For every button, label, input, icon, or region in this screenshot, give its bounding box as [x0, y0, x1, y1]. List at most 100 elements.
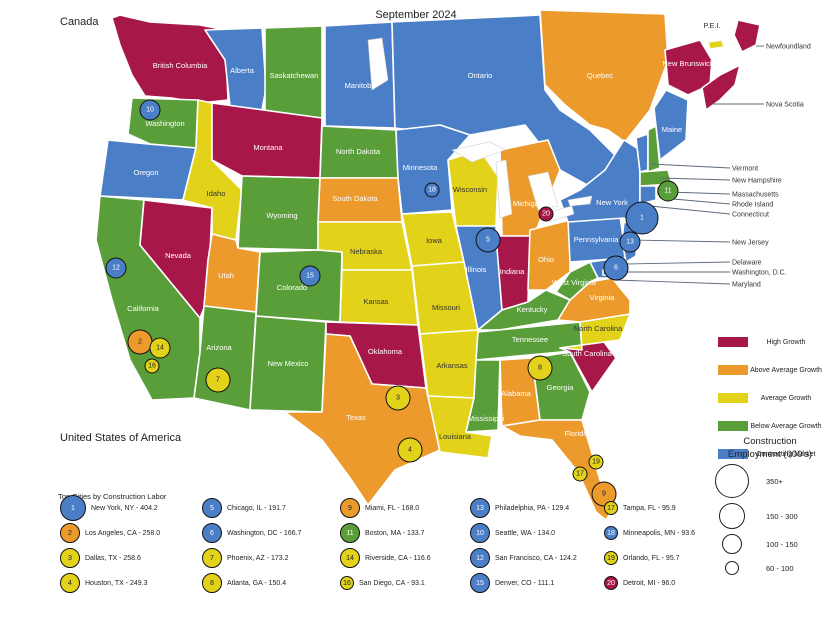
city-list-marker: 11: [340, 523, 360, 543]
city-list-item-8: 8 Atlanta, GA - 150.4: [202, 571, 286, 595]
city-list-label: Riverside, CA - 116.6: [365, 554, 431, 562]
city-marker-number: 6: [614, 265, 618, 272]
top-cities-title: Top Cities by Construction Labor: [58, 492, 167, 501]
region-label-utah: Utah: [218, 271, 234, 280]
label-canada: Canada: [60, 16, 99, 28]
region-label-south-dakota: South Dakota: [332, 194, 378, 203]
city-list-label: San Francisco, CA - 124.2: [495, 554, 577, 562]
region-label-saskatchewan: Saskatchewan: [270, 71, 319, 80]
city-marker-number: 10: [146, 107, 154, 114]
city-marker-number: 14: [156, 345, 164, 352]
map-title: September 2024: [375, 9, 457, 21]
size-legend-circle: [722, 534, 742, 554]
city-list-marker: 2: [60, 523, 80, 543]
city-list-marker: 9: [340, 498, 360, 518]
region-nova-scotia: [701, 64, 741, 111]
city-marker-7: [205, 367, 231, 393]
city-list-marker: 18: [604, 526, 618, 540]
size-legend: Construction Employment (000's) 350+ 150 …: [700, 435, 830, 579]
city-list-label: Houston, TX - 249.3: [85, 579, 148, 587]
city-marker-11: [657, 180, 679, 202]
size-legend-label: 60 - 100: [766, 563, 794, 573]
city-list-item-14: 14 Riverside, CA - 116.6: [340, 546, 431, 570]
city-marker-number: 18: [428, 187, 436, 194]
city-list-item-7: 7 Phoenix, AZ - 173.2: [202, 546, 288, 570]
legend-item-average: Average Growth: [718, 384, 828, 412]
region-label-west-virginia: West Virginia: [552, 278, 597, 287]
legend-item-below: Below Average Growth: [718, 412, 828, 440]
legend-item-high: High Growth: [718, 328, 828, 356]
city-list-marker: 10: [470, 523, 490, 543]
region-label-nevada: Nevada: [165, 251, 192, 260]
city-list-item-6: 6 Washington, DC - 166.7: [202, 521, 301, 545]
city-list-label: Seattle, WA - 134.0: [495, 529, 556, 537]
city-list-marker: 4: [60, 573, 80, 593]
city-marker-19: [588, 454, 604, 470]
city-marker-18: [424, 182, 440, 198]
region-label-colorado: Colorado: [277, 283, 307, 292]
city-list-label: Atlanta, GA - 150.4: [227, 579, 287, 587]
city-list-label: Los Angeles, CA - 258.0: [85, 529, 161, 537]
region-label-new-brunswick: New Brunswick: [662, 59, 714, 68]
region-label-florida: Florida: [565, 429, 589, 438]
legend-swatch: [718, 421, 748, 431]
city-marker-10: [139, 99, 161, 121]
region-florida: [501, 419, 613, 521]
city-list-marker: 12: [470, 548, 490, 568]
region-labels: British Columbia Alberta Saskatchewan Manit…: [127, 21, 721, 441]
city-list-marker: 15: [470, 573, 490, 593]
city-list-item-11: 11 Boston, MA - 133.7: [340, 521, 425, 545]
size-legend-circle: [719, 503, 745, 529]
city-list-item-18: 18 Minneapolis, MN - 93.6: [604, 521, 695, 545]
city-list-marker: 1: [60, 495, 86, 521]
region-label-wisconsin: Wisconsin: [453, 185, 487, 194]
city-marker-number: 9: [602, 491, 606, 498]
city-marker-number: 5: [486, 237, 490, 244]
city-list-label: Washington, DC - 166.7: [227, 529, 302, 537]
callout-label: Rhode Island: [732, 202, 773, 209]
city-marker-number: 2: [138, 339, 142, 346]
region-label-oregon: Oregon: [133, 168, 158, 177]
region-label-nebraska: Nebraska: [350, 247, 383, 256]
city-list-item-3: 3 Dallas, TX - 258.6: [60, 546, 141, 570]
city-list-label: Dallas, TX - 258.6: [85, 554, 141, 562]
region-connecticut: [639, 185, 657, 205]
callout-label: Nova Scotia: [766, 102, 804, 109]
city-marker-number: 3: [396, 395, 400, 402]
great-lakes: [367, 37, 593, 223]
region-label-michigan: Michigan: [513, 199, 543, 208]
city-list-label: Tampa, FL - 95.9: [623, 504, 676, 512]
city-list-marker: 8: [202, 573, 222, 593]
region-texas: [284, 333, 441, 506]
city-marker-number: 4: [408, 447, 412, 454]
city-list-item-4: 4 Houston, TX - 249.3: [60, 571, 148, 595]
city-list-marker: 16: [340, 576, 354, 590]
city-list-item-19: 19 Orlando, FL - 95.7: [604, 546, 680, 570]
region-label-new-york: New York: [596, 198, 628, 207]
region-label-north-dakota: North Dakota: [336, 147, 381, 156]
callout-label: Massachusetts: [732, 192, 779, 199]
city-list-item-2: 2 Los Angeles, CA - 258.0: [60, 521, 160, 545]
region-label-pei: P.E.I.: [703, 21, 720, 30]
city-list-marker: 7: [202, 548, 222, 568]
city-marker-number: 16: [148, 363, 156, 370]
city-list-marker: 17: [604, 501, 618, 515]
city-marker-16: [144, 358, 160, 374]
city-list-marker: 5: [202, 498, 222, 518]
city-marker-number: 12: [112, 265, 120, 272]
city-list-item-5: 5 Chicago, IL - 191.7: [202, 496, 286, 520]
region-label-texas: Texas: [346, 413, 366, 422]
region-british-columbia: [111, 14, 229, 104]
callout-label: New Hampshire: [732, 178, 782, 185]
city-list-marker: 14: [340, 548, 360, 568]
region-label-washington: Washington: [145, 119, 184, 128]
region-label-north-carolina: North Carolina: [574, 324, 623, 333]
city-marker-5: [475, 227, 501, 253]
city-marker-4: [397, 437, 423, 463]
legend-item-contracting: Contracting Market: [718, 440, 828, 468]
city-marker-14: [149, 337, 171, 359]
region-quebec: [539, 9, 669, 143]
city-marker-15: [299, 265, 321, 287]
